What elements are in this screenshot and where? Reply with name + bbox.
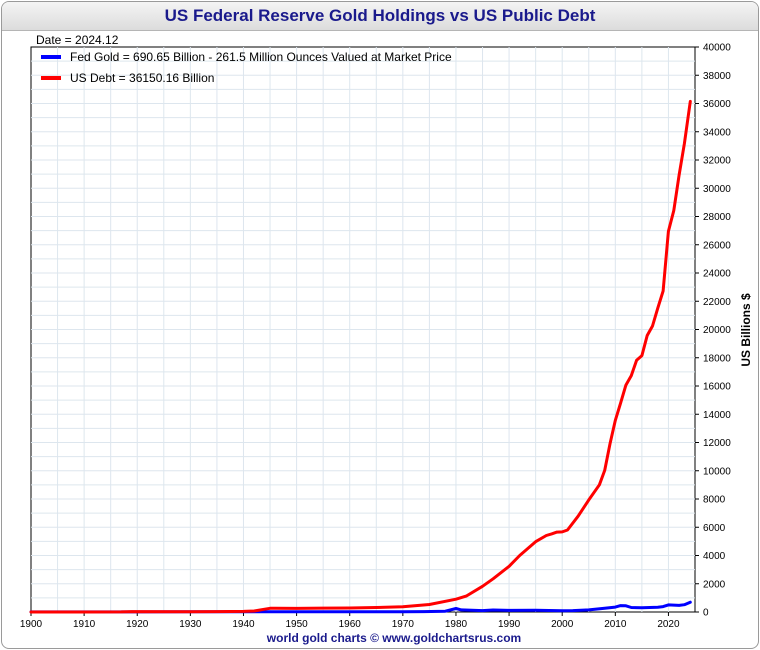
chart-title: US Federal Reserve Gold Holdings vs US P… bbox=[2, 2, 758, 31]
y-tick-label: 30000 bbox=[703, 184, 731, 195]
y-tick-label: 4000 bbox=[703, 551, 726, 562]
y-tick-label: 40000 bbox=[703, 43, 731, 54]
x-axis-ticks: 1900 1910 1920 1930 1940 1950 1960 1970 1980 1990… bbox=[20, 612, 680, 630]
y-tick-label: 26000 bbox=[703, 240, 731, 251]
y-tick-label: 10000 bbox=[703, 466, 731, 477]
x-tick-label: 1900 bbox=[20, 619, 43, 630]
y-tick-label: 6000 bbox=[703, 523, 726, 534]
grid-lines bbox=[31, 47, 695, 612]
x-tick-label: 1970 bbox=[392, 619, 415, 630]
x-tick-label: 2000 bbox=[551, 619, 574, 630]
x-tick-label: 1980 bbox=[445, 619, 468, 630]
date-label: Date = 2024.12 bbox=[36, 33, 119, 47]
series-line-fed-gold bbox=[29, 600, 692, 614]
y-tick-label: 24000 bbox=[703, 269, 731, 280]
y-tick-label: 32000 bbox=[703, 156, 731, 167]
y-tick-label: 22000 bbox=[703, 297, 731, 308]
x-tick-label: 1990 bbox=[498, 619, 521, 630]
y-tick-label: 34000 bbox=[703, 127, 731, 138]
x-tick-label: 2020 bbox=[657, 619, 680, 630]
x-tick-label: 2010 bbox=[604, 619, 627, 630]
legend: Fed Gold = 690.65 Billion - 261.5 Millio… bbox=[41, 50, 452, 85]
series-line-us-debt bbox=[29, 99, 692, 614]
y-tick-label: 14000 bbox=[703, 410, 731, 421]
y-tick-label: 8000 bbox=[703, 495, 726, 506]
legend-label-fed-gold: Fed Gold = 690.65 Billion - 261.5 Millio… bbox=[70, 50, 452, 64]
y-axis-label: US Billions $ bbox=[739, 293, 753, 367]
y-tick-label: 36000 bbox=[703, 99, 731, 110]
y-tick-label: 38000 bbox=[703, 71, 731, 82]
y-tick-label: 12000 bbox=[703, 438, 731, 449]
series-lines bbox=[29, 99, 692, 614]
y-tick-label: 2000 bbox=[703, 579, 726, 590]
y-tick-label: 18000 bbox=[703, 353, 731, 364]
y-tick-label: 0 bbox=[703, 608, 709, 619]
x-tick-label: 1950 bbox=[285, 619, 308, 630]
y-axis-ticks: 0 2000 4000 6000 8000 10000 12000 14000 16000 180… bbox=[695, 43, 731, 619]
x-tick-label: 1910 bbox=[73, 619, 96, 630]
y-tick-label: 20000 bbox=[703, 325, 731, 336]
x-tick-label: 1930 bbox=[179, 619, 202, 630]
legend-label-us-debt: US Debt = 36150.16 Billion bbox=[70, 71, 214, 85]
y-tick-label: 28000 bbox=[703, 212, 731, 223]
x-tick-label: 1960 bbox=[339, 619, 362, 630]
x-tick-label: 1940 bbox=[232, 619, 255, 630]
footer-credit: world gold charts © www.goldchartsrus.co… bbox=[266, 631, 521, 645]
x-tick-label: 1920 bbox=[126, 619, 149, 630]
y-tick-label: 16000 bbox=[703, 382, 731, 393]
